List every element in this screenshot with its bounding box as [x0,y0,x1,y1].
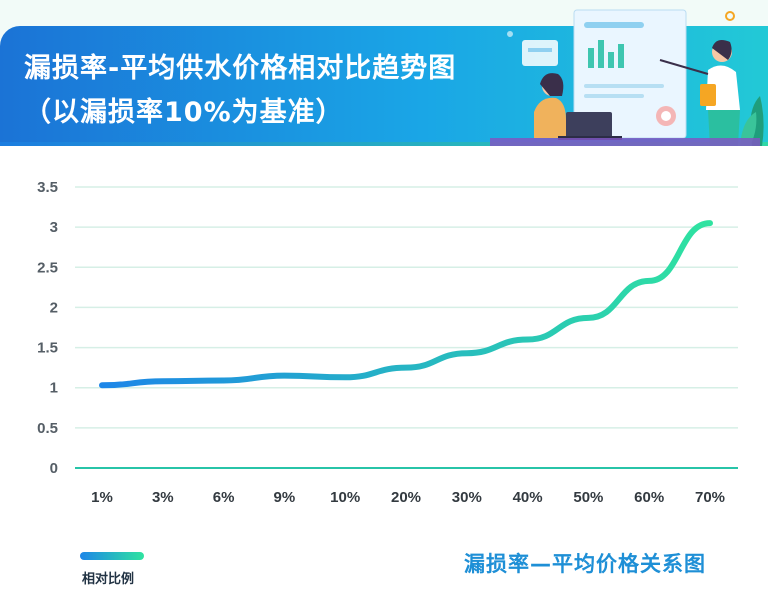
plot-area: 0 0.5 1 1.5 2 2.5 3 3.5 1% 3% 6% 9% 10% 20% 30% 40% 50%… [0,146,768,596]
series-line [99,220,713,389]
y-tick-label: 0 [50,460,58,477]
y-tick-label: 1 [50,380,58,397]
y-tick-label: 2.5 [37,259,58,276]
series-layer [99,220,713,389]
legend: 相对比例 [80,548,200,588]
x-tick-label: 20% [391,489,421,506]
x-axis-ticks: 1% 3% 6% 9% 10% 20% 30% 40% 50% 60% 70% [91,489,725,506]
laptop-icon [566,112,612,138]
y-tick-label: 2 [50,299,58,316]
line-chart: 0 0.5 1 1.5 2 2.5 3 3.5 1% 3% 6% 9% 10% 20% 30% 40% 50%… [37,179,738,506]
x-tick-label: 10% [330,489,360,506]
x-tick-label: 30% [452,489,482,506]
x-tick-label: 1% [91,489,113,506]
decor-dot-icon [725,11,735,21]
legend-swatch [80,552,144,560]
presentation-illustration [490,9,764,146]
x-tick-label: 70% [695,489,725,506]
y-tick-label: 1.5 [37,340,58,357]
y-tick-label: 3.5 [37,179,58,196]
y-tick-label: 3 [50,219,58,236]
x-tick-label: 40% [513,489,543,506]
header-divider [0,142,768,146]
grid-lines [75,186,738,469]
x-tick-label: 9% [274,489,296,506]
chart-caption: 漏损率—平均价格关系图 [464,552,706,576]
x-tick-label: 50% [573,489,603,506]
decor-dot-icon [507,31,513,37]
y-axis-ticks: 0 0.5 1 1.5 2 2.5 3 3.5 [37,179,58,477]
y-tick-label: 0.5 [37,420,58,437]
x-tick-label: 6% [213,489,235,506]
card-icon [522,40,558,66]
x-tick-label: 3% [152,489,174,506]
legend-label: 相对比例 [82,572,135,587]
x-tick-label: 60% [634,489,664,506]
chart-subtitle: （以漏损率10%为基准） [24,97,344,128]
chart-title: 漏损率-平均供水价格相对比趋势图 [24,53,457,84]
